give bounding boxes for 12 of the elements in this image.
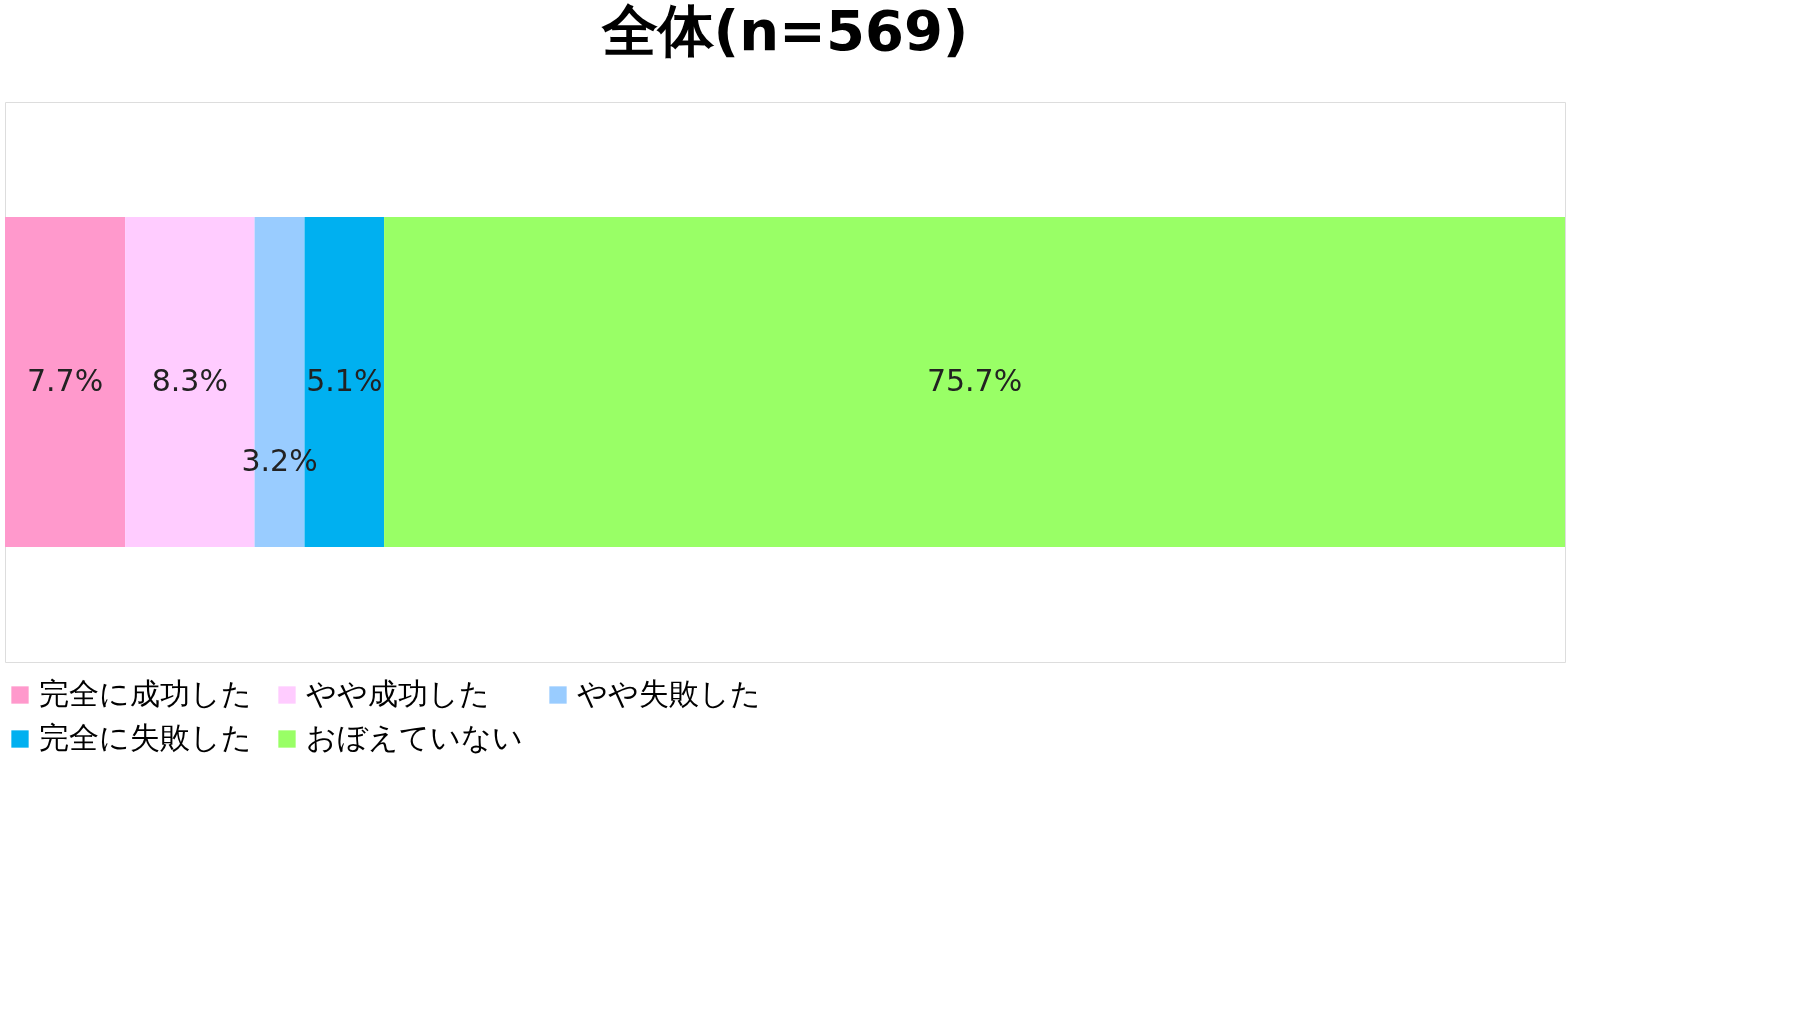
legend-label: やや成功した <box>306 676 490 711</box>
bar <box>5 217 126 547</box>
data-label: 75.7% <box>926 363 1023 398</box>
data-label: 5.1% <box>306 363 383 398</box>
data-label: 7.7% <box>26 363 104 398</box>
chart-title: 全体(n=569) <box>600 0 969 63</box>
data-label: 8.3% <box>151 363 228 398</box>
legend-label: やや失敗した <box>577 676 761 711</box>
legend-label: おぼえていない <box>306 720 523 755</box>
bar <box>384 217 1565 547</box>
legend-label: 完全に成功した <box>39 676 252 711</box>
legend-label: 完全に失敗した <box>39 720 252 755</box>
